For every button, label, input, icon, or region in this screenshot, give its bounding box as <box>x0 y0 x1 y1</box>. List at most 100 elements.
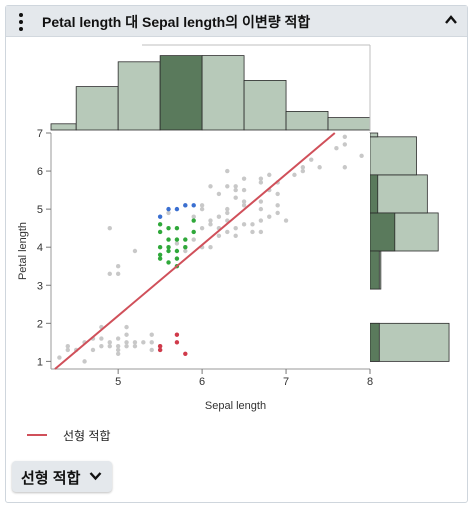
data-point <box>107 271 112 277</box>
x-tick-label: 5 <box>115 376 121 388</box>
data-point <box>183 237 188 242</box>
data-point <box>267 214 272 219</box>
data-point <box>208 218 213 223</box>
data-point <box>241 199 247 204</box>
data-point <box>157 256 163 261</box>
data-point <box>141 340 146 345</box>
data-point <box>342 134 348 140</box>
data-point <box>157 252 163 258</box>
data-point <box>300 168 306 174</box>
data-point <box>174 332 180 337</box>
data-point <box>65 347 70 353</box>
panel-header: Petal length 대 Sepal length의 이변량 적합 <box>6 6 467 37</box>
data-point <box>199 203 205 208</box>
data-point <box>225 184 230 189</box>
y-histogram-bar <box>369 322 450 362</box>
data-point <box>342 165 348 170</box>
data-point <box>233 184 238 189</box>
data-point <box>57 355 62 360</box>
data-point <box>115 336 121 341</box>
data-point <box>149 340 154 345</box>
data-point <box>241 187 247 193</box>
data-point <box>157 229 163 235</box>
data-point <box>225 229 230 235</box>
plot-area <box>51 133 370 369</box>
data-point <box>115 271 121 277</box>
x-histogram-bar <box>117 61 161 131</box>
data-point <box>132 343 138 349</box>
data-point <box>258 176 264 181</box>
data-point <box>99 343 104 349</box>
x-axis-label: Sepal length <box>205 400 266 412</box>
chevron-up-icon[interactable] <box>444 13 458 27</box>
chevron-down-icon <box>89 472 102 481</box>
y-histogram-highlight <box>369 174 379 214</box>
data-point <box>292 172 297 178</box>
data-point <box>258 218 264 223</box>
y-histogram-bar <box>369 174 428 214</box>
y-tick-label: 2 <box>37 318 43 330</box>
data-point <box>225 168 230 174</box>
data-point <box>115 343 121 349</box>
x-histogram-bar <box>50 123 77 131</box>
data-point <box>183 248 188 254</box>
data-point <box>191 237 196 242</box>
legend-line-swatch <box>27 434 47 436</box>
data-point <box>99 336 104 341</box>
data-point <box>124 343 129 349</box>
data-point <box>258 229 264 235</box>
linear-fit-line <box>54 132 336 370</box>
data-point <box>174 340 180 345</box>
data-point <box>157 244 163 250</box>
y-tick-label: 7 <box>37 128 43 140</box>
y-histogram-bar <box>369 136 417 176</box>
data-point <box>82 359 87 364</box>
data-point <box>157 347 163 353</box>
data-point <box>208 184 213 189</box>
data-point <box>233 195 238 200</box>
data-point <box>183 351 188 356</box>
kebab-menu-icon[interactable] <box>17 13 25 31</box>
data-point <box>115 351 121 356</box>
y-histogram-highlight <box>369 322 380 362</box>
data-point <box>275 210 280 216</box>
y-tick-label: 4 <box>37 242 43 254</box>
linear-fit-menu-button[interactable]: 선형 적합 <box>12 461 112 492</box>
data-point <box>90 347 96 353</box>
x-histogram-bar <box>201 55 245 131</box>
data-point <box>166 248 171 254</box>
data-point <box>216 191 222 197</box>
data-point <box>334 146 339 151</box>
data-point <box>317 165 322 170</box>
data-point <box>258 199 264 204</box>
data-point <box>174 248 180 254</box>
data-point <box>258 206 264 212</box>
data-point <box>216 214 222 219</box>
y-histogram-highlight <box>369 212 396 252</box>
data-point <box>258 180 264 185</box>
x-tick-label: 6 <box>199 376 205 388</box>
data-point <box>65 343 70 349</box>
data-point <box>166 237 171 242</box>
data-point <box>225 206 230 212</box>
bivariate-chart: 5 6 7 8 1 2 3 4 5 6 7 Sepal length Petal length <box>17 44 450 412</box>
data-point <box>149 347 154 353</box>
data-point <box>208 244 213 250</box>
data-point <box>233 225 238 231</box>
data-point <box>233 187 238 193</box>
y-tick-label: 1 <box>37 356 43 368</box>
y-tick-label: 5 <box>37 204 43 216</box>
data-point <box>166 260 171 265</box>
data-point <box>191 229 196 235</box>
data-point <box>342 142 348 147</box>
data-point <box>149 332 154 337</box>
data-point <box>107 225 112 231</box>
data-point <box>275 203 280 208</box>
data-point <box>199 225 205 231</box>
data-point <box>208 222 213 227</box>
data-point <box>166 225 171 231</box>
data-point <box>191 203 196 208</box>
data-point <box>191 218 196 223</box>
data-point <box>107 343 112 349</box>
data-point <box>157 222 163 227</box>
